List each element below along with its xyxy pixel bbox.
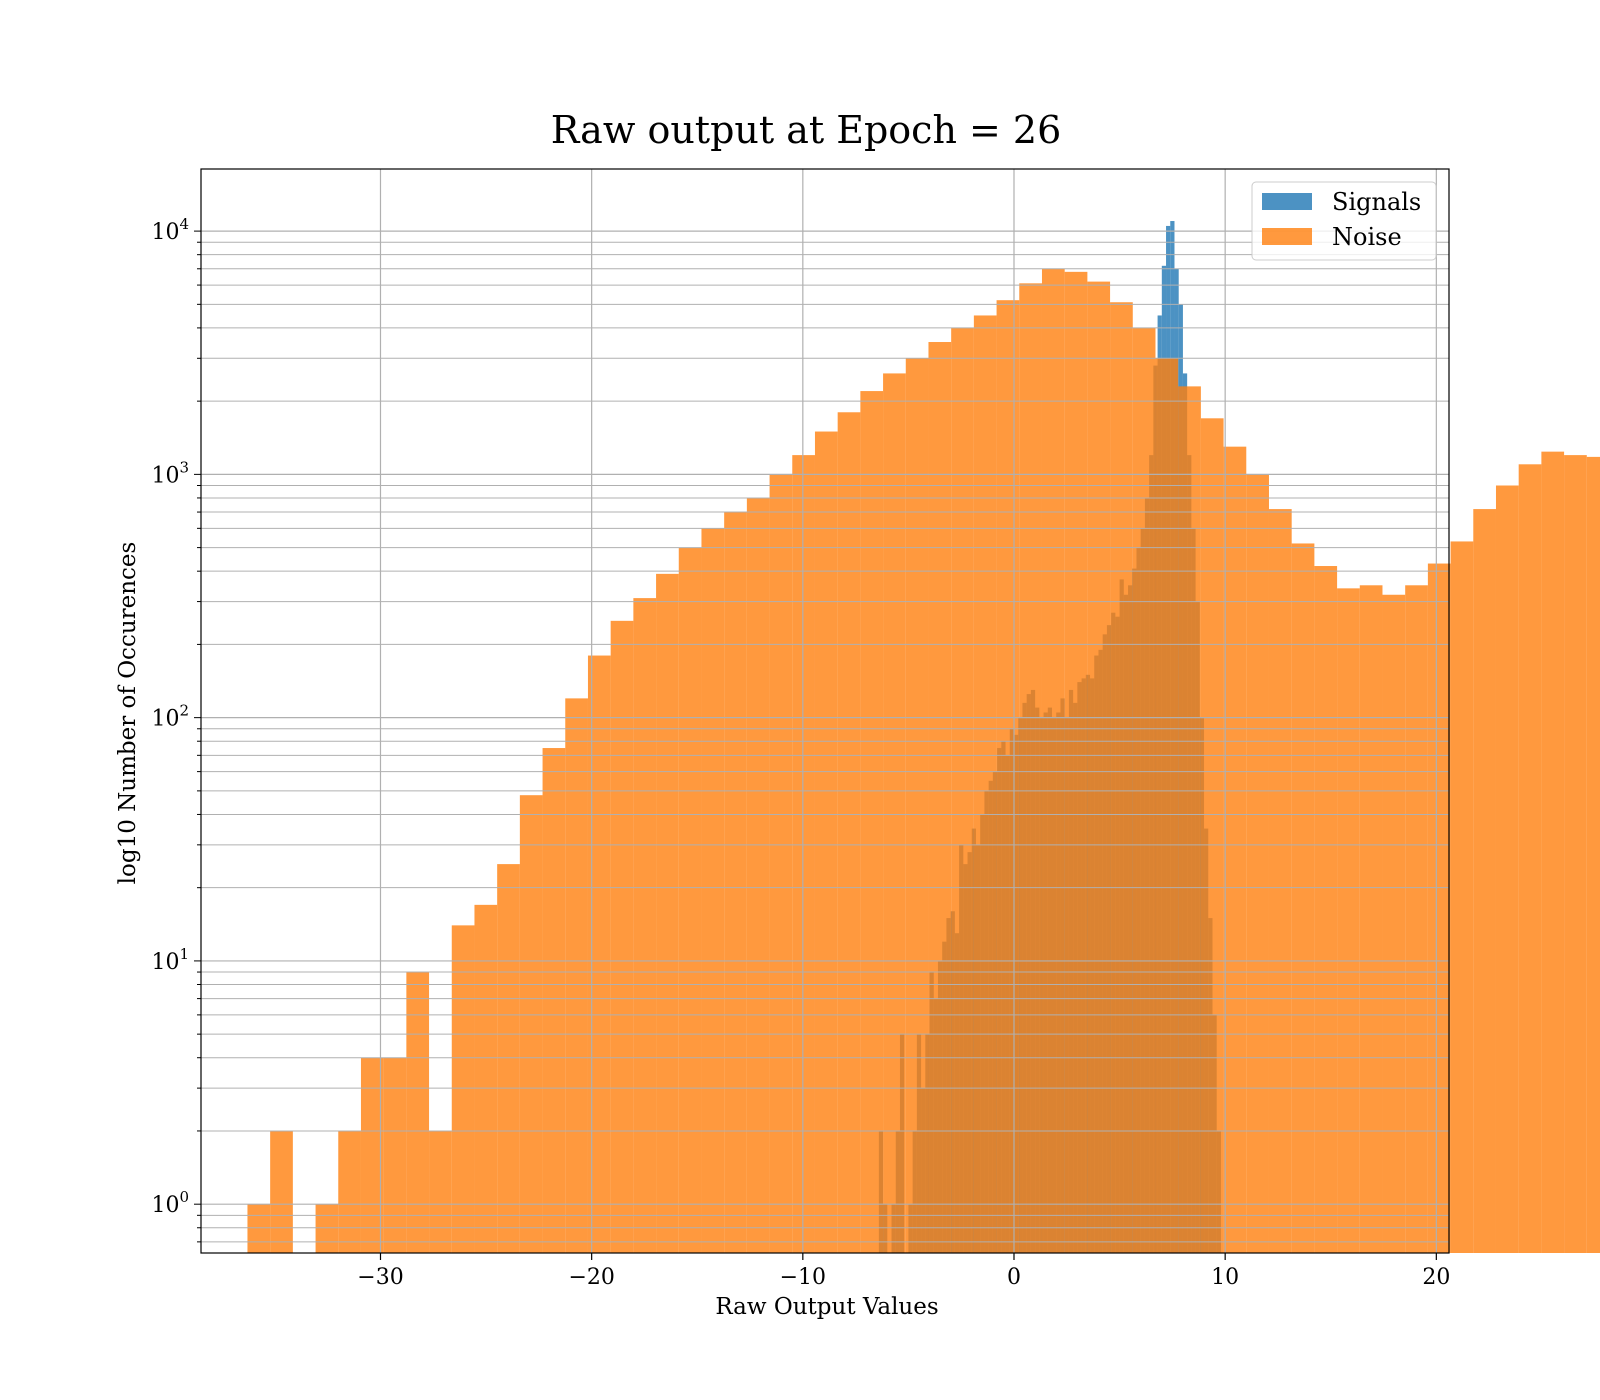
noise-bar: [1291, 543, 1315, 1253]
noise-legend-label: Noise: [1332, 223, 1402, 251]
noise-bar: [1405, 585, 1428, 1253]
noise-bar: [1473, 509, 1496, 1253]
noise-bar: [1178, 386, 1201, 1254]
x-tick-label: −30: [357, 1265, 403, 1290]
noise-bar: [769, 474, 793, 1253]
noise-bar: [905, 358, 929, 1254]
noise-bar: [1541, 451, 1565, 1253]
noise-bar: [1155, 358, 1179, 1254]
noise-bar: [1268, 509, 1292, 1253]
noise-bar: [633, 598, 657, 1253]
noise-bar: [1427, 563, 1451, 1253]
noise-bar: [996, 300, 1020, 1253]
noise-bar: [1518, 464, 1542, 1254]
noise-bar: [1087, 281, 1111, 1253]
noise-legend-swatch: [1262, 228, 1312, 245]
noise-bar: [338, 1130, 361, 1253]
noise-bar: [519, 795, 543, 1253]
y-axis: 100 101 102 103 104: [151, 215, 201, 1243]
noise-bar: [315, 1204, 339, 1253]
legend: Signals Noise: [1251, 181, 1437, 261]
noise-bar: [1041, 268, 1065, 1253]
noise-bar: [814, 431, 838, 1253]
y-tick-label: 100: [151, 1188, 189, 1218]
noise-bar: [1337, 588, 1360, 1253]
noise-bar: [247, 1204, 271, 1253]
noise-series: [247, 268, 1600, 1254]
noise-bar: [928, 342, 952, 1253]
noise-bar: [792, 455, 815, 1254]
noise-bar: [587, 655, 611, 1253]
noise-bar: [724, 512, 747, 1253]
x-tick-label: −10: [780, 1265, 826, 1290]
noise-bar: [1064, 271, 1088, 1254]
plot-frame: [200, 168, 1450, 1254]
plot-area: [200, 168, 1600, 1254]
noise-bar: [565, 698, 588, 1253]
noise-bar: [1246, 474, 1269, 1253]
y-axis-label: log10 Number of Occurences: [115, 542, 141, 885]
signals-legend-label: Signals: [1332, 188, 1421, 216]
noise-bar: [383, 1057, 407, 1253]
noise-bar: [860, 391, 884, 1254]
x-axis: −30 −20 −10 0 10 20: [357, 1253, 1450, 1290]
noise-bar: [429, 1130, 452, 1253]
noise-bar: [1200, 418, 1224, 1254]
noise-bar: [701, 528, 725, 1253]
noise-bar: [610, 620, 634, 1253]
signals-legend-swatch: [1262, 193, 1312, 210]
noise-bar: [678, 547, 702, 1253]
noise-bar: [1450, 541, 1474, 1253]
noise-bar: [1495, 485, 1519, 1253]
noise-bar: [1110, 302, 1133, 1253]
noise-bar: [1223, 446, 1247, 1253]
x-axis-label: Raw Output Values: [715, 1294, 938, 1320]
noise-bar: [1586, 456, 1600, 1253]
noise-bar: [406, 972, 430, 1253]
noise-bar: [474, 904, 498, 1253]
noise-bar: [270, 1130, 293, 1253]
noise-bar: [1019, 283, 1042, 1254]
x-tick-label: 20: [1422, 1265, 1450, 1290]
noise-bar: [1314, 566, 1338, 1253]
noise-bar: [837, 412, 861, 1253]
noise-bar: [656, 573, 679, 1253]
y-tick-label: 103: [151, 458, 189, 488]
noise-bar: [973, 315, 997, 1253]
grid-lines: [201, 169, 1449, 1253]
noise-bar: [1382, 594, 1406, 1253]
y-tick-label: 104: [151, 215, 189, 245]
chart-title: Raw output at Epoch = 26: [551, 108, 1062, 152]
noise-bar: [746, 497, 770, 1253]
noise-bar: [1359, 585, 1383, 1253]
y-tick-label: 101: [151, 945, 189, 975]
noise-bar: [451, 925, 475, 1253]
noise-bar: [1564, 455, 1587, 1254]
x-tick-label: −20: [568, 1265, 614, 1290]
x-tick-label: 0: [1007, 1265, 1021, 1290]
noise-bar: [497, 864, 520, 1253]
noise-bar: [883, 373, 906, 1253]
y-tick-label: 102: [151, 702, 189, 732]
noise-bar: [542, 748, 566, 1253]
x-tick-label: 10: [1211, 1265, 1239, 1290]
